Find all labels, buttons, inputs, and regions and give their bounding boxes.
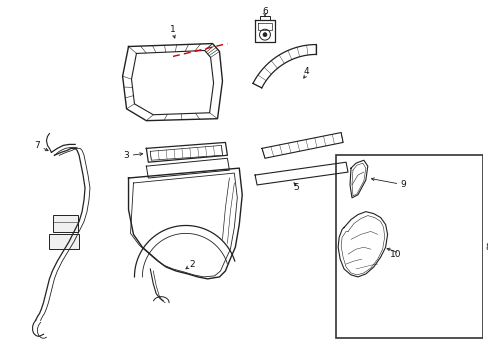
Bar: [335, 155, 482, 338]
Text: 2: 2: [189, 260, 194, 269]
Text: 8: 8: [485, 243, 488, 252]
Text: 9: 9: [400, 180, 406, 189]
Text: 1: 1: [170, 25, 176, 34]
Text: 5: 5: [293, 183, 299, 192]
Text: 7: 7: [35, 141, 41, 150]
Text: 6: 6: [262, 8, 267, 17]
Text: 4: 4: [303, 67, 309, 76]
Circle shape: [263, 33, 266, 37]
Bar: [53, 215, 78, 233]
Text: 3: 3: [123, 151, 129, 160]
Text: 10: 10: [389, 249, 401, 258]
Bar: [49, 234, 79, 249]
